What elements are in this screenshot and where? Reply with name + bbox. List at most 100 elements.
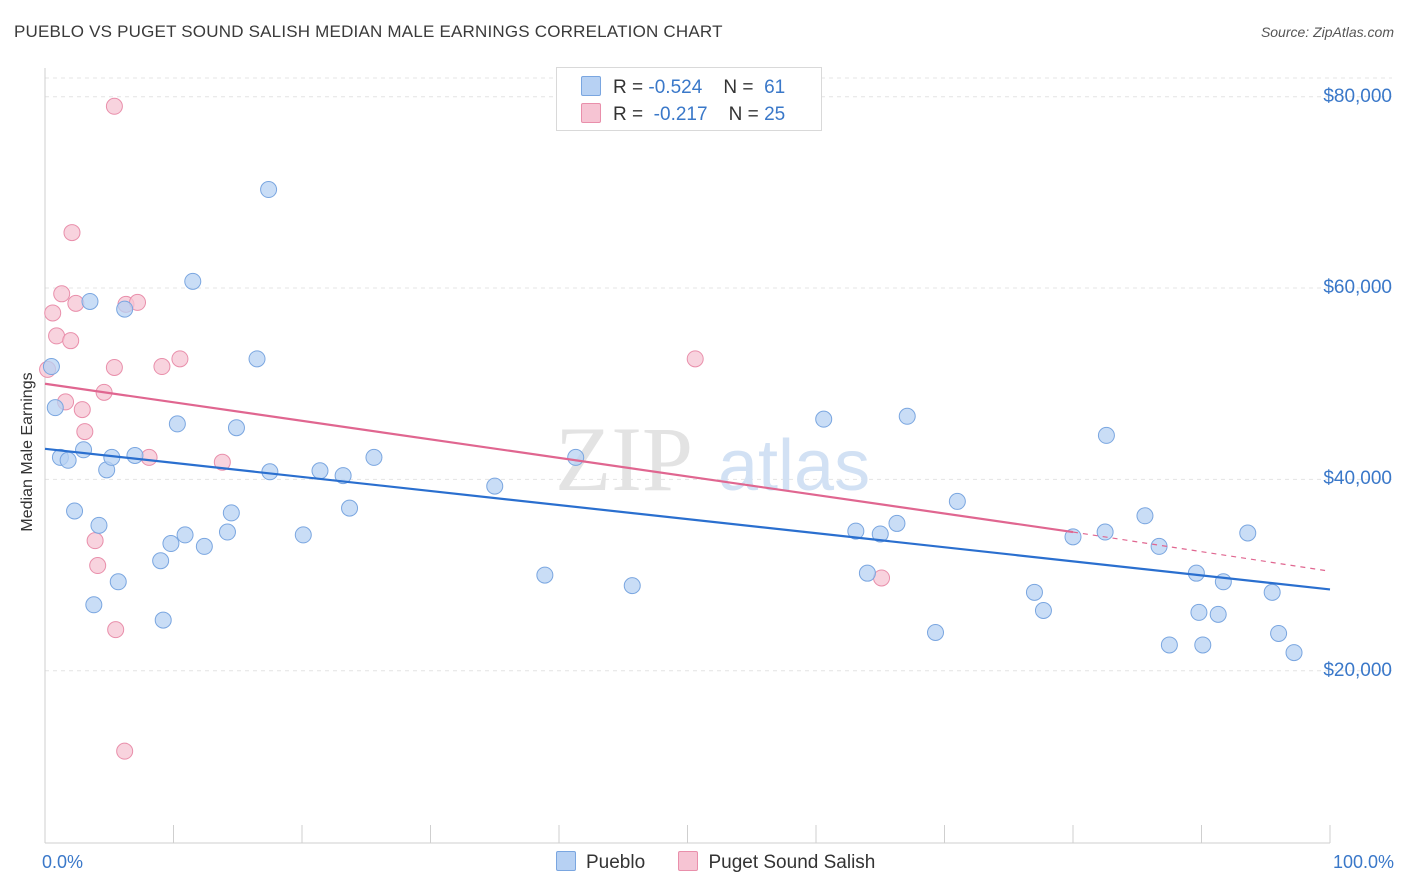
data-point-salish bbox=[73, 401, 91, 419]
data-point-pueblo bbox=[75, 441, 93, 459]
data-point-pueblo bbox=[46, 399, 64, 417]
salish-swatch bbox=[581, 103, 601, 123]
data-point-pueblo bbox=[1097, 426, 1115, 444]
data-point-salish bbox=[63, 224, 81, 242]
data-point-salish bbox=[140, 448, 158, 466]
stats-legend: R = -0.524 N = 61 R = -0.217 N = 25 bbox=[556, 67, 822, 131]
data-point-pueblo bbox=[152, 552, 170, 570]
data-point-pueblo bbox=[154, 611, 172, 629]
data-point-pueblo bbox=[227, 419, 245, 437]
legend-label-salish: Puget Sound Salish bbox=[708, 852, 876, 873]
data-point-pueblo bbox=[567, 448, 585, 466]
data-point-pueblo bbox=[222, 504, 240, 522]
legend-row-pueblo: R = -0.524 N = 61 bbox=[581, 76, 785, 98]
data-point-salish bbox=[873, 569, 891, 587]
data-point-pueblo bbox=[1209, 605, 1227, 623]
data-point-pueblo bbox=[1096, 523, 1114, 541]
chart-title: PUEBLO VS PUGET SOUND SALISH MEDIAN MALE… bbox=[14, 22, 723, 41]
data-point-pueblo bbox=[218, 523, 236, 541]
data-point-salish bbox=[213, 453, 231, 471]
data-point-salish bbox=[105, 358, 123, 376]
data-point-pueblo bbox=[109, 573, 127, 591]
data-point-pueblo bbox=[858, 564, 876, 582]
r-label: R = bbox=[613, 77, 644, 98]
n-label: N = bbox=[723, 77, 754, 98]
y-tick-label: $80,000 bbox=[1323, 85, 1392, 107]
y-tick-label: $60,000 bbox=[1323, 277, 1392, 299]
n-label: N = bbox=[728, 104, 759, 125]
r-label: R = bbox=[613, 104, 644, 125]
data-point-pueblo bbox=[365, 448, 383, 466]
legend-item-pueblo: Pueblo bbox=[556, 851, 645, 874]
data-point-salish bbox=[686, 350, 704, 368]
legend-item-salish: Puget Sound Salish bbox=[678, 851, 875, 874]
data-point-pueblo bbox=[168, 415, 186, 433]
data-point-pueblo bbox=[1034, 602, 1052, 619]
data-point-pueblo bbox=[815, 410, 833, 428]
data-point-pueblo bbox=[294, 526, 312, 544]
n-value-pueblo: 61 bbox=[764, 77, 786, 98]
data-point-pueblo bbox=[311, 462, 329, 480]
gridlines bbox=[45, 77, 1392, 672]
data-point-pueblo bbox=[176, 526, 194, 544]
data-point-pueblo bbox=[486, 477, 504, 495]
y-tick-label: $40,000 bbox=[1323, 468, 1392, 490]
trend-lines bbox=[44, 382, 1331, 591]
y-tick-label: $20,000 bbox=[1323, 659, 1392, 681]
salish-swatch bbox=[678, 851, 699, 871]
trend-line-salish bbox=[44, 382, 1074, 534]
series-pueblo bbox=[42, 181, 1303, 662]
data-point-pueblo bbox=[1239, 524, 1257, 542]
data-point-pueblo bbox=[888, 514, 906, 532]
x-tick-label-max: 100.0% bbox=[1332, 852, 1394, 872]
data-point-pueblo bbox=[66, 502, 84, 520]
data-point-pueblo bbox=[1263, 583, 1281, 601]
data-point-pueblo bbox=[898, 407, 916, 425]
data-point-salish bbox=[53, 285, 71, 303]
legend-row-salish: R = -0.217 N = 25 bbox=[581, 103, 785, 125]
data-point-pueblo bbox=[1160, 636, 1178, 654]
data-point-pueblo bbox=[1270, 624, 1288, 642]
data-point-pueblo bbox=[116, 300, 134, 318]
data-point-pueblo bbox=[1285, 644, 1303, 662]
data-point-pueblo bbox=[260, 181, 278, 199]
r-value-salish: -0.217 bbox=[653, 104, 708, 125]
data-point-pueblo bbox=[948, 492, 966, 510]
data-point-pueblo bbox=[248, 350, 266, 368]
data-point-salish bbox=[62, 332, 80, 350]
pueblo-swatch bbox=[556, 851, 576, 871]
data-point-salish bbox=[48, 327, 66, 345]
legend-label-pueblo: Pueblo bbox=[586, 852, 646, 873]
data-point-pueblo bbox=[1190, 603, 1208, 621]
axes bbox=[44, 68, 1331, 844]
data-point-pueblo bbox=[184, 272, 202, 290]
data-point-pueblo bbox=[81, 292, 99, 310]
data-point-pueblo bbox=[1194, 636, 1212, 654]
data-point-pueblo bbox=[871, 525, 889, 543]
data-point-salish bbox=[171, 350, 189, 368]
data-point-salish bbox=[116, 742, 134, 760]
trend-line-salish-extrapolated bbox=[1072, 531, 1331, 572]
pueblo-swatch bbox=[581, 76, 601, 96]
data-point-salish bbox=[89, 557, 107, 575]
data-point-salish bbox=[44, 304, 62, 322]
data-point-salish bbox=[67, 294, 85, 312]
data-point-pueblo bbox=[1136, 507, 1154, 525]
data-point-pueblo bbox=[126, 447, 144, 464]
r-value-pueblo: -0.524 bbox=[648, 77, 703, 98]
data-point-salish bbox=[153, 358, 171, 376]
data-point-salish bbox=[76, 423, 94, 441]
data-point-salish bbox=[107, 621, 125, 639]
data-point-pueblo bbox=[85, 596, 103, 614]
trend-line-pueblo bbox=[44, 447, 1331, 591]
data-point-pueblo bbox=[341, 499, 359, 517]
data-point-pueblo bbox=[1025, 583, 1043, 601]
data-point-pueblo bbox=[42, 358, 60, 376]
data-point-pueblo bbox=[847, 522, 865, 540]
n-value-salish: 25 bbox=[764, 104, 786, 125]
data-point-pueblo bbox=[90, 516, 108, 534]
data-point-pueblo bbox=[536, 566, 554, 584]
data-point-pueblo bbox=[927, 624, 945, 642]
series-legend: Pueblo Puget Sound Salish bbox=[556, 851, 903, 874]
